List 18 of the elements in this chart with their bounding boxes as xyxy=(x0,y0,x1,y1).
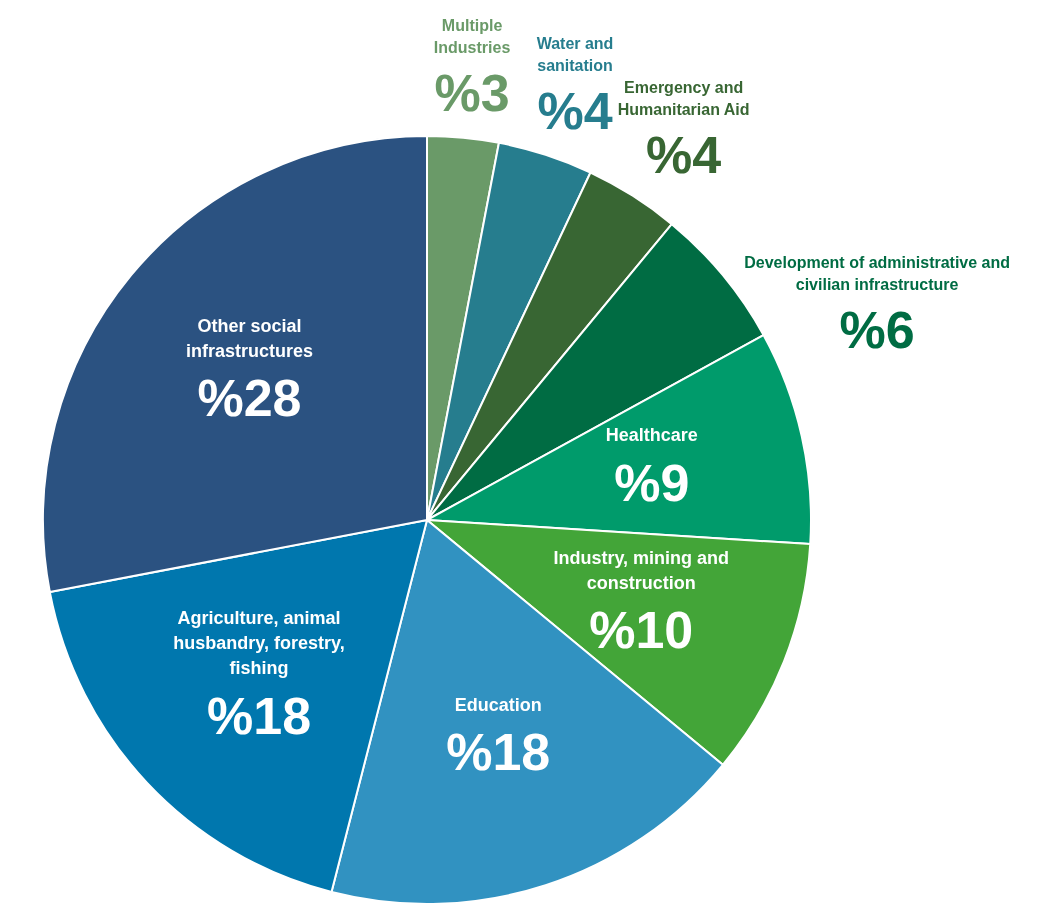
slice-label: Development of administrative and civilian infrastructure xyxy=(744,253,1011,293)
slice-label: Multiple Industries xyxy=(433,17,511,57)
data-label: %4 xyxy=(646,126,722,185)
slice-label: Other social infrastructures xyxy=(185,316,313,362)
data-label: %3 xyxy=(434,64,510,123)
data-label: %6 xyxy=(839,300,915,359)
slice-label: Education xyxy=(454,694,542,715)
data-label: %18 xyxy=(207,686,312,745)
data-label: %10 xyxy=(589,601,694,660)
slice-label: Water and sanitation xyxy=(536,35,614,75)
slice-label: Healthcare xyxy=(605,425,698,446)
data-label: %4 xyxy=(537,82,613,141)
data-label: %9 xyxy=(614,453,690,512)
slice-label: Agriculture, animal husbandry, forestry, fishing xyxy=(173,608,345,679)
slice-label: Industry, mining and construction xyxy=(553,547,730,593)
slice-label: Emergency and Humanitarian Aid xyxy=(617,79,750,119)
data-label: %28 xyxy=(197,369,302,428)
data-label: %18 xyxy=(446,722,551,781)
